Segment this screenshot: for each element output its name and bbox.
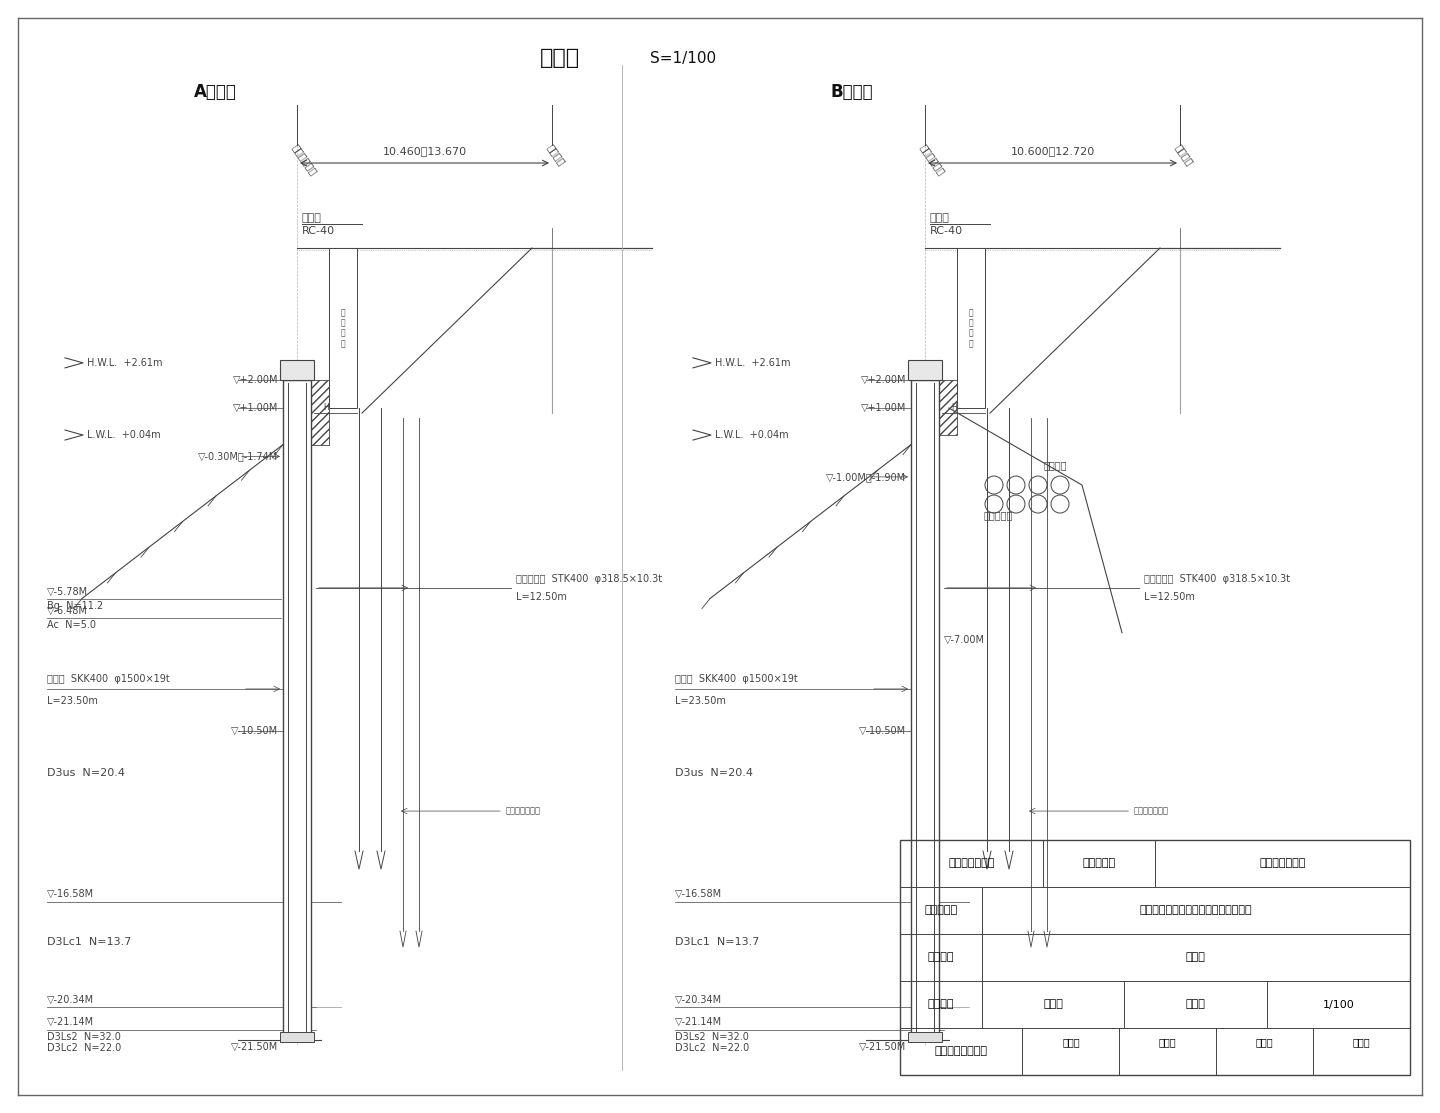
Text: Bg  N=11.2: Bg N=11.2 xyxy=(48,601,104,611)
Text: 縮　尺: 縮 尺 xyxy=(1187,999,1205,1009)
Text: 鉢管杬中心線: 鉢管杬中心線 xyxy=(291,142,320,177)
Text: ▽-7.00M: ▽-7.00M xyxy=(945,634,985,644)
Text: L=23.50m: L=23.50m xyxy=(48,696,98,706)
Text: H.W.L.  +2.61m: H.W.L. +2.61m xyxy=(86,358,163,368)
Bar xyxy=(279,1032,314,1042)
Text: L=23.50m: L=23.50m xyxy=(675,696,726,706)
Text: ▽+1.00M: ▽+1.00M xyxy=(861,403,906,413)
Text: 断面図: 断面図 xyxy=(540,48,580,68)
Text: B断面部: B断面部 xyxy=(831,83,873,101)
Text: ▽+2.00M: ▽+2.00M xyxy=(861,375,906,385)
Text: ▽-16.58M: ▽-16.58M xyxy=(675,889,721,899)
Text: ４－３: ４－３ xyxy=(1043,999,1063,1009)
Bar xyxy=(328,248,357,408)
Text: ▽+2.00M: ▽+2.00M xyxy=(232,375,278,385)
Bar xyxy=(311,380,328,444)
Text: 副所長: 副所長 xyxy=(1159,1037,1176,1047)
Text: ▽-20.34M: ▽-20.34M xyxy=(48,994,94,1004)
Text: 官庁境界: 官庁境界 xyxy=(1174,142,1195,167)
Text: 港湾工事事務所: 港湾工事事務所 xyxy=(1260,858,1306,868)
Text: 既設被覆石: 既設被覆石 xyxy=(984,510,1014,520)
Text: 既設護石: 既設護石 xyxy=(1044,460,1067,470)
Text: D3Lc1  N=13.7: D3Lc1 N=13.7 xyxy=(48,937,131,947)
Text: 名古屋港管理組合: 名古屋港管理組合 xyxy=(935,1046,988,1056)
Text: ▽-16.58M: ▽-16.58M xyxy=(48,889,94,899)
Text: 係　長: 係 長 xyxy=(1256,1037,1273,1047)
Text: ▽-21.14M: ▽-21.14M xyxy=(48,1017,94,1027)
Text: 10.600～12.720: 10.600～12.720 xyxy=(1011,146,1094,156)
Text: D3Lc2  N=22.0: D3Lc2 N=22.0 xyxy=(48,1043,121,1053)
Text: 小口径鉢管  STK400  φ318.5×10.3t: 小口径鉢管 STK400 φ318.5×10.3t xyxy=(1143,574,1290,584)
Text: ▽-10.50M: ▽-10.50M xyxy=(230,726,278,736)
Text: ▽-21.50M: ▽-21.50M xyxy=(230,1042,278,1052)
Text: 鉢管杬中心線: 鉢管杬中心線 xyxy=(919,142,948,177)
Text: ▽-6.48M: ▽-6.48M xyxy=(48,607,88,617)
Bar xyxy=(900,840,1410,1075)
Text: 小口径鉢管  STK400  φ318.5×10.3t: 小口径鉢管 STK400 φ318.5×10.3t xyxy=(516,574,662,584)
Text: RC-40: RC-40 xyxy=(302,226,336,236)
Text: D3Ls2  N=32.0: D3Ls2 N=32.0 xyxy=(675,1032,749,1042)
Text: 鉢管杬  SKK400  φ1500×19t: 鉢管杬 SKK400 φ1500×19t xyxy=(48,674,170,683)
Text: ▽-10.50M: ▽-10.50M xyxy=(858,726,906,736)
Text: 既
設
護
岸: 既 設 護 岸 xyxy=(969,308,973,348)
Text: 既
設
護
岸: 既 設 護 岸 xyxy=(341,308,346,348)
Text: ▽-21.14M: ▽-21.14M xyxy=(675,1017,721,1027)
Text: 鉢管杬  SKK400  φ1500×19t: 鉢管杬 SKK400 φ1500×19t xyxy=(675,674,798,683)
Text: S=1/100: S=1/100 xyxy=(649,50,716,66)
Text: 裏込工: 裏込工 xyxy=(302,213,323,223)
Text: L.W.L.  +0.04m: L.W.L. +0.04m xyxy=(716,430,789,440)
Text: 官庁境界: 官庁境界 xyxy=(546,142,567,167)
Bar xyxy=(284,380,311,1040)
Text: 担　当: 担 当 xyxy=(1352,1037,1371,1047)
Text: D3us  N=20.4: D3us N=20.4 xyxy=(48,768,125,778)
Text: 工　事　名: 工 事 名 xyxy=(924,906,958,916)
Text: 1/100: 1/100 xyxy=(1323,999,1355,1009)
Text: ▽+1.00M: ▽+1.00M xyxy=(233,403,278,413)
Text: 令和　４　年度: 令和 ４ 年度 xyxy=(948,858,995,868)
Text: D3Lc1  N=13.7: D3Lc1 N=13.7 xyxy=(675,937,759,947)
Text: H: H xyxy=(952,403,956,412)
Text: L.W.L.  +0.04m: L.W.L. +0.04m xyxy=(86,430,161,440)
Text: 既設鉢矢板Ｖ型: 既設鉢矢板Ｖ型 xyxy=(1135,807,1169,816)
Bar xyxy=(279,359,314,380)
Text: 10.460～13.670: 10.460～13.670 xyxy=(383,146,467,156)
Text: 図面名称: 図面名称 xyxy=(927,953,955,963)
Text: D3us  N=20.4: D3us N=20.4 xyxy=(675,768,753,778)
Text: L=12.50m: L=12.50m xyxy=(516,592,567,602)
Text: 裏込工: 裏込工 xyxy=(930,213,950,223)
Text: H.W.L.  +2.61m: H.W.L. +2.61m xyxy=(716,358,791,368)
Text: A断面部: A断面部 xyxy=(193,83,236,101)
Text: D3Lc2  N=22.0: D3Lc2 N=22.0 xyxy=(675,1043,749,1053)
Text: 所　長: 所 長 xyxy=(1063,1037,1080,1047)
Text: Ac  N=5.0: Ac N=5.0 xyxy=(48,620,96,630)
Text: 大江川河口部護岸改良工事（その２）: 大江川河口部護岸改良工事（その２） xyxy=(1139,906,1253,916)
Text: L=12.50m: L=12.50m xyxy=(1143,592,1195,602)
Bar xyxy=(912,380,939,1040)
Text: ▽-0.30M～-1.74M: ▽-0.30M～-1.74M xyxy=(197,452,278,462)
Bar xyxy=(909,359,942,380)
Text: ▽-21.50M: ▽-21.50M xyxy=(858,1042,906,1052)
Text: ▽-1.00M～-1.90M: ▽-1.00M～-1.90M xyxy=(827,472,906,482)
Text: 既設鉢矢板Ｖ型: 既設鉢矢板Ｖ型 xyxy=(505,807,541,816)
Text: 図面番号: 図面番号 xyxy=(927,999,955,1009)
Bar xyxy=(939,380,958,434)
Bar xyxy=(958,248,985,408)
Text: D3Ls2  N=32.0: D3Ls2 N=32.0 xyxy=(48,1032,121,1042)
Text: 断面図: 断面図 xyxy=(1187,953,1205,963)
Text: 担当課・所: 担当課・所 xyxy=(1083,858,1116,868)
Text: RC-40: RC-40 xyxy=(930,226,963,236)
Text: ▽-20.34M: ▽-20.34M xyxy=(675,994,721,1004)
Text: H: H xyxy=(323,403,328,412)
Bar xyxy=(909,1032,942,1042)
Text: ▽-5.78M: ▽-5.78M xyxy=(48,587,88,597)
